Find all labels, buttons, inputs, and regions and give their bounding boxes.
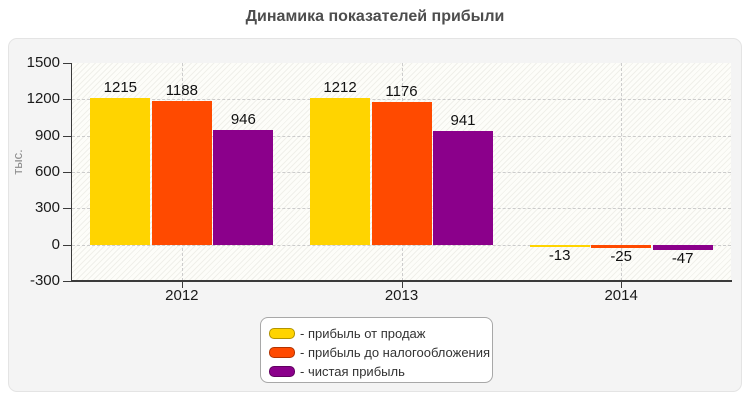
x-tick-label: 2014 <box>604 287 638 304</box>
gridline-vertical <box>621 63 623 281</box>
bar-value-label: 946 <box>230 111 256 129</box>
bar-чистая прибыль-2012 <box>213 130 274 245</box>
legend-swatch <box>269 347 295 358</box>
bar-value-label: 1176 <box>385 83 418 101</box>
y-tick-mark <box>63 281 71 282</box>
bar-value-label: -47 <box>671 250 694 268</box>
bar-чистая прибыль-2014 <box>652 244 713 251</box>
bar-прибыль до налогообложения-2012 <box>151 100 212 245</box>
y-tick-label: 1500 <box>26 54 60 71</box>
y-tick-label: 0 <box>51 235 60 253</box>
x-axis-line <box>71 280 732 282</box>
y-tick-mark <box>63 135 71 137</box>
x-tick-mark <box>401 282 403 288</box>
x-tick-label: 2012 <box>165 287 199 304</box>
y-tick-label: 300 <box>34 199 60 217</box>
bar-чистая прибыль-2013 <box>433 130 493 245</box>
bar-прибыль от продаж-2013 <box>310 97 370 245</box>
legend-item: - чистая прибыль <box>269 362 492 381</box>
y-tick-mark <box>63 99 71 101</box>
y-tick-mark <box>63 172 71 173</box>
y-tick-label: 900 <box>34 126 60 144</box>
y-tick-label: 600 <box>34 163 60 180</box>
bar-value-label: -25 <box>610 247 632 265</box>
legend-label: - чистая прибыль <box>300 364 405 379</box>
bar-value-label: 1188 <box>165 81 198 99</box>
y-tick-mark <box>63 208 71 210</box>
bar-value-label: 1212 <box>323 78 357 96</box>
legend-swatch <box>269 366 295 377</box>
bar-прибыль от продаж-2014 <box>529 244 590 247</box>
legend-label: - прибыль от продаж <box>300 326 426 341</box>
x-tick-label: 2013 <box>384 287 419 304</box>
bar-value-label: 1215 <box>103 78 138 96</box>
legend-item: - прибыль от продаж <box>269 324 492 343</box>
y-tick-label: 1200 <box>26 90 60 108</box>
x-tick-mark <box>181 282 183 288</box>
bar-прибыль до налогообложения-2013 <box>371 102 432 245</box>
legend-label: - прибыль до налогообложения <box>300 345 491 360</box>
bar-прибыль до налогообложения-2014 <box>591 244 652 248</box>
y-tick-label: -300 <box>29 272 60 289</box>
bar-value-label: 941 <box>450 111 476 129</box>
x-tick-mark <box>621 282 623 288</box>
bar-прибыль от продаж-2012 <box>90 97 151 245</box>
y-tick-mark <box>63 244 71 246</box>
legend-item: - прибыль до налогообложения <box>269 343 492 362</box>
legend: - прибыль от продаж - прибыль до налогооб… <box>260 317 493 383</box>
y-tick-mark <box>63 63 71 64</box>
y-axis-title: тыс. <box>10 149 25 175</box>
bar-value-label: -13 <box>548 246 571 264</box>
y-axis-line <box>71 63 72 282</box>
legend-swatch <box>269 328 295 339</box>
chart-title: Динамика показателей прибыли <box>245 8 505 25</box>
